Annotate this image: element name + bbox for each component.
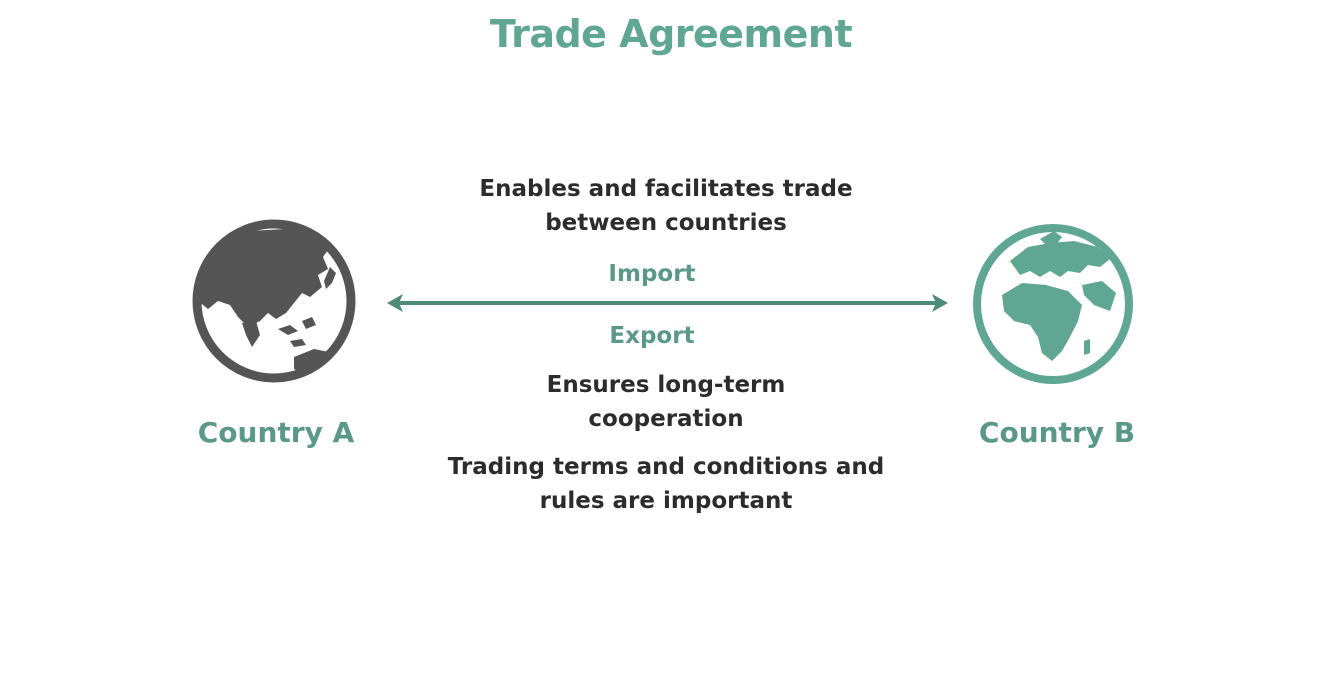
cooperation-text: Ensures long-term cooperation xyxy=(546,372,786,432)
export-label: Export xyxy=(609,323,695,349)
terms-conditions-text: Trading terms and conditions and rules a… xyxy=(447,454,885,514)
globe-asia-icon xyxy=(192,219,356,383)
import-label: Import xyxy=(608,261,696,287)
country-b-label: Country B xyxy=(978,416,1136,449)
globe-africa-icon xyxy=(973,224,1133,384)
double-headed-arrow-icon xyxy=(387,294,948,312)
country-a-label: Country A xyxy=(197,416,355,449)
diagram-title: Trade Agreement xyxy=(489,12,853,56)
trade-facilitation-text: Enables and facilitates trade between co… xyxy=(479,176,853,236)
